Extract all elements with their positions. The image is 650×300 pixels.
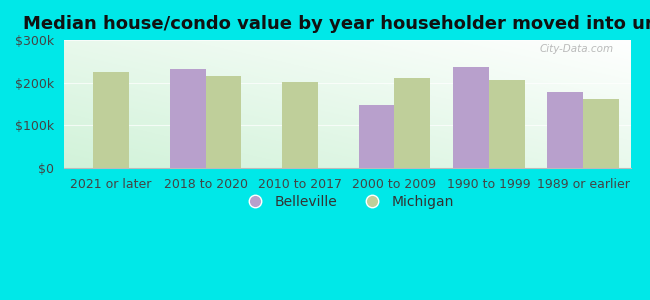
Bar — [583, 99, 619, 168]
Legend: Belleville, Michigan: Belleville, Michigan — [235, 190, 459, 215]
Text: City-Data.com: City-Data.com — [540, 44, 614, 54]
Bar — [205, 76, 241, 168]
Bar — [170, 69, 205, 168]
Bar — [489, 80, 525, 168]
Bar — [453, 67, 489, 168]
Bar — [93, 73, 129, 168]
Bar — [282, 82, 318, 168]
Bar — [547, 92, 583, 168]
Bar — [359, 105, 395, 168]
Title: Median house/condo value by year householder moved into unit: Median house/condo value by year househo… — [23, 15, 650, 33]
Bar — [395, 78, 430, 168]
